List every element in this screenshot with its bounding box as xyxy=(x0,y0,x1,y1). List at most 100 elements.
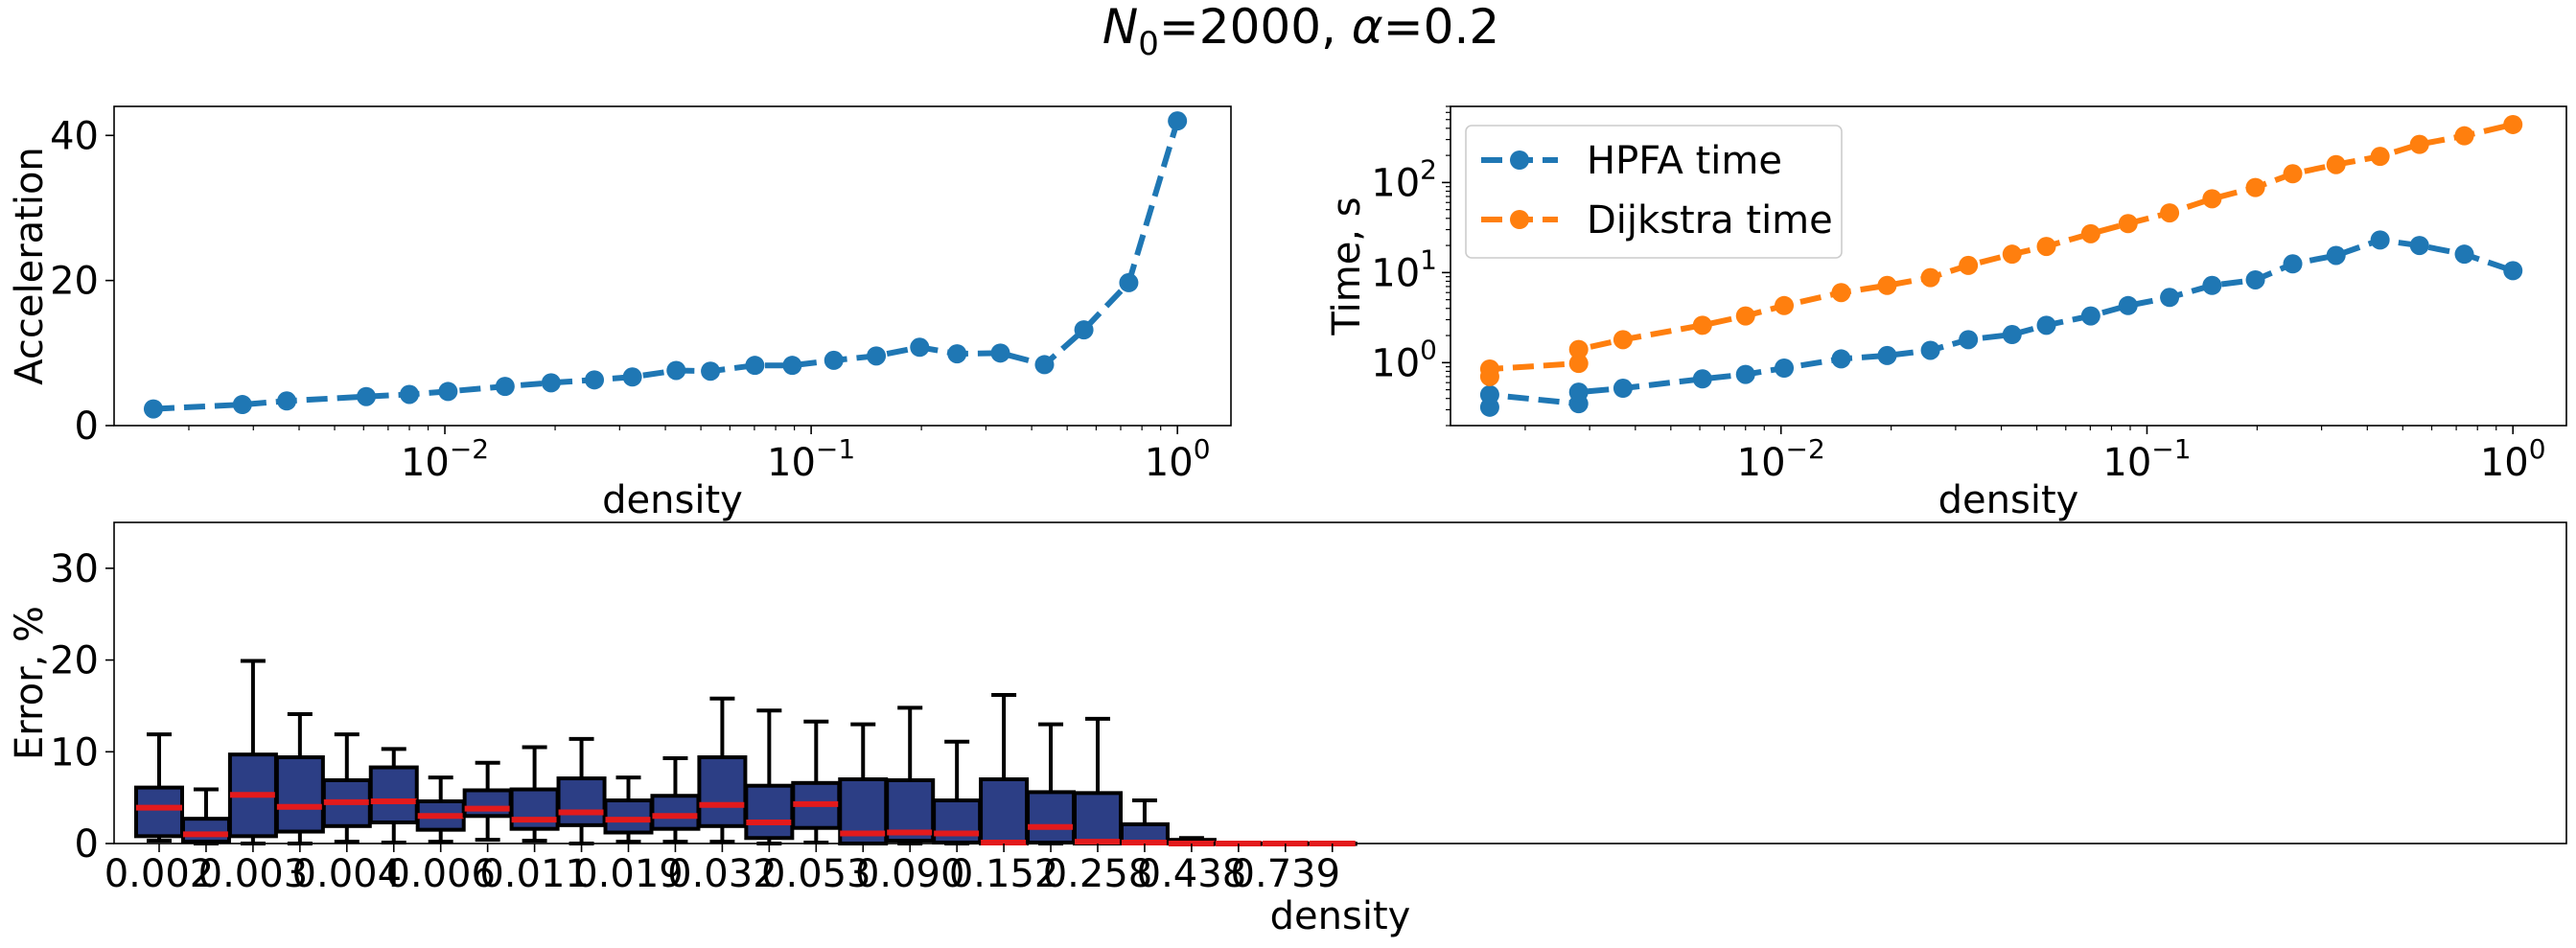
series-point-1 xyxy=(1479,384,1499,405)
y-tick-label: 101 xyxy=(1371,243,1437,295)
series-point-1 xyxy=(2202,275,2222,295)
acceleration-point xyxy=(541,373,561,393)
acceleration-point xyxy=(232,395,252,415)
y-axis-label: Acceleration xyxy=(8,147,52,385)
series-point-2 xyxy=(2283,164,2303,184)
series-point-1 xyxy=(2080,306,2100,326)
series-point-2 xyxy=(2245,177,2265,197)
series-point-1 xyxy=(1877,345,1897,365)
acceleration-chart: 10−2 10−1 100 0 20 40 density Acceleration xyxy=(8,105,1232,522)
acceleration-point xyxy=(867,346,887,366)
series-point-2 xyxy=(1877,275,1897,295)
acceleration-point xyxy=(701,361,721,382)
y-tick-label: 10 xyxy=(50,730,99,775)
series-point-2 xyxy=(2370,147,2390,167)
box xyxy=(603,798,654,835)
series-point-1 xyxy=(1959,330,1979,350)
acceleration-point xyxy=(400,384,420,405)
acceleration-point xyxy=(1074,320,1094,340)
acceleration-point xyxy=(622,367,642,387)
series-point-2 xyxy=(1959,255,1979,275)
series-point-2 xyxy=(2036,237,2056,257)
legend-box xyxy=(1465,125,1843,259)
error-boxplot: 01020300.0020.0030.0040.0060.0110.0190.0… xyxy=(8,521,2567,938)
box xyxy=(180,817,231,844)
x-tick-label: 0.438 xyxy=(1137,852,1247,896)
x-tick-label: 10−1 xyxy=(767,433,855,485)
box xyxy=(134,785,184,839)
series-point-2 xyxy=(1568,339,1589,359)
y-axis-label: Time, s xyxy=(1325,197,1369,335)
series-point-2 xyxy=(2118,214,2138,234)
legend-label: HPFA time xyxy=(1587,139,1782,183)
series-point-2 xyxy=(2002,244,2022,265)
acceleration-point xyxy=(585,370,605,390)
acceleration-point xyxy=(910,337,930,358)
box xyxy=(462,788,513,819)
box xyxy=(1026,790,1077,845)
axes-frame xyxy=(113,105,1232,427)
x-tick-label: 0.739 xyxy=(1231,852,1341,896)
box xyxy=(697,755,748,828)
x-tick-label: 0.002 xyxy=(104,852,215,896)
acceleration-point xyxy=(143,399,163,419)
x-tick-label: 0.090 xyxy=(855,852,965,896)
x-tick-label: 0.032 xyxy=(667,852,777,896)
series-point-1 xyxy=(2245,269,2265,289)
y-tick-label: 20 xyxy=(50,639,99,683)
series-point-2 xyxy=(2326,154,2346,174)
y-tick-label: 0 xyxy=(75,405,99,449)
series-point-1 xyxy=(2503,261,2523,281)
box xyxy=(979,777,1030,845)
box xyxy=(1073,791,1123,845)
y-tick-label: 100 xyxy=(1371,334,1437,385)
legend-marker xyxy=(1510,210,1529,229)
series-point-1 xyxy=(1692,369,1712,389)
series-point-2 xyxy=(2503,114,2523,134)
y-tick-label: 102 xyxy=(1371,153,1437,205)
series-point-1 xyxy=(1613,379,1633,399)
series-point-2 xyxy=(1613,330,1633,350)
series-point-1 xyxy=(2454,244,2474,265)
series-point-2 xyxy=(2080,223,2100,243)
x-tick-label: 0.152 xyxy=(949,852,1059,896)
x-tick-label: 0.258 xyxy=(1043,852,1153,896)
series-point-2 xyxy=(1692,315,1712,335)
series-point-2 xyxy=(1920,267,1940,288)
series-point-2 xyxy=(1479,358,1499,379)
acceleration-point xyxy=(1119,272,1139,292)
acceleration-point xyxy=(1168,111,1188,131)
acceleration-point xyxy=(1034,355,1055,375)
acceleration-point xyxy=(438,382,458,402)
x-tick-label: 100 xyxy=(1145,433,1211,485)
legend-marker xyxy=(1510,150,1529,170)
series-point-2 xyxy=(2160,203,2180,223)
series-point-1 xyxy=(2160,288,2180,308)
box xyxy=(650,794,701,831)
x-axis-label: density xyxy=(1270,894,1411,938)
series-point-1 xyxy=(2370,230,2390,250)
axes-frame xyxy=(1450,105,2567,427)
x-tick-label: 0.004 xyxy=(292,852,403,896)
series-point-1 xyxy=(2326,245,2346,266)
y-axis-label: Error, % xyxy=(8,606,52,760)
x-tick-label: 0.019 xyxy=(573,852,684,896)
acceleration-point xyxy=(824,350,844,370)
series-point-1 xyxy=(2036,315,2056,335)
series-point-1 xyxy=(1568,382,1589,403)
acceleration-point xyxy=(782,356,802,376)
series-point-1 xyxy=(1735,364,1755,384)
series-point-1 xyxy=(2409,236,2429,256)
box xyxy=(556,776,607,827)
acceleration-point xyxy=(745,356,765,376)
x-tick-label: 0.011 xyxy=(479,852,590,896)
acceleration-point xyxy=(357,386,377,406)
x-tick-label: 0.003 xyxy=(198,852,309,896)
y-tick-label: 0 xyxy=(75,822,99,867)
acceleration-point xyxy=(947,344,967,364)
series-point-2 xyxy=(1568,354,1589,374)
series-point-1 xyxy=(2283,254,2303,274)
x-tick-label: 100 xyxy=(2480,433,2546,485)
x-tick-label: 0.053 xyxy=(761,852,871,896)
